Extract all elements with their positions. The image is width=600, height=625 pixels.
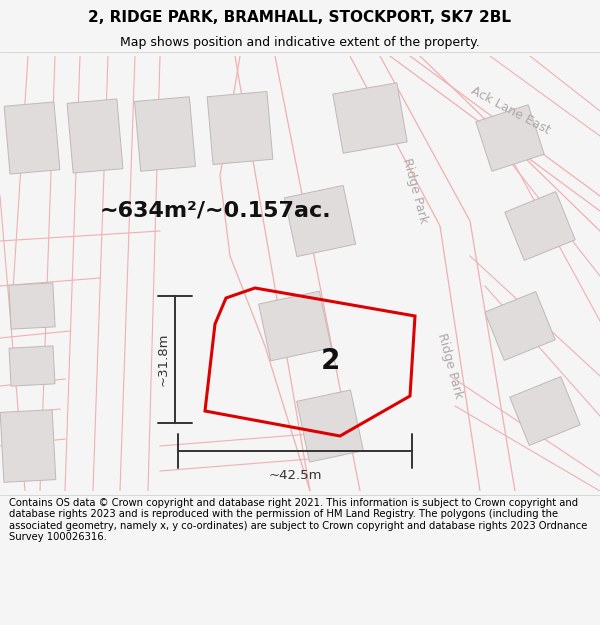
Polygon shape (259, 291, 331, 361)
Text: ~42.5m: ~42.5m (268, 469, 322, 482)
Text: Map shows position and indicative extent of the property.: Map shows position and indicative extent… (120, 36, 480, 49)
Polygon shape (510, 377, 580, 446)
Text: ~634m²/~0.157ac.: ~634m²/~0.157ac. (100, 201, 332, 221)
Polygon shape (9, 346, 55, 386)
Polygon shape (0, 409, 56, 482)
Text: Ridge Park: Ridge Park (435, 332, 465, 400)
Text: Contains OS data © Crown copyright and database right 2021. This information is : Contains OS data © Crown copyright and d… (9, 498, 587, 542)
Polygon shape (67, 99, 123, 173)
Polygon shape (9, 283, 55, 329)
Polygon shape (485, 292, 555, 361)
Text: 2, RIDGE PARK, BRAMHALL, STOCKPORT, SK7 2BL: 2, RIDGE PARK, BRAMHALL, STOCKPORT, SK7 … (89, 11, 511, 26)
Polygon shape (4, 102, 60, 174)
Text: 2: 2 (320, 347, 340, 375)
Polygon shape (296, 390, 364, 462)
Polygon shape (476, 105, 544, 171)
Polygon shape (505, 192, 575, 261)
Text: Ridge Park: Ridge Park (400, 157, 430, 225)
Text: Ack Lane East: Ack Lane East (468, 84, 552, 138)
Polygon shape (207, 91, 273, 164)
Text: ~31.8m: ~31.8m (157, 332, 170, 386)
Polygon shape (134, 97, 196, 171)
Polygon shape (333, 82, 407, 153)
Polygon shape (284, 186, 356, 257)
